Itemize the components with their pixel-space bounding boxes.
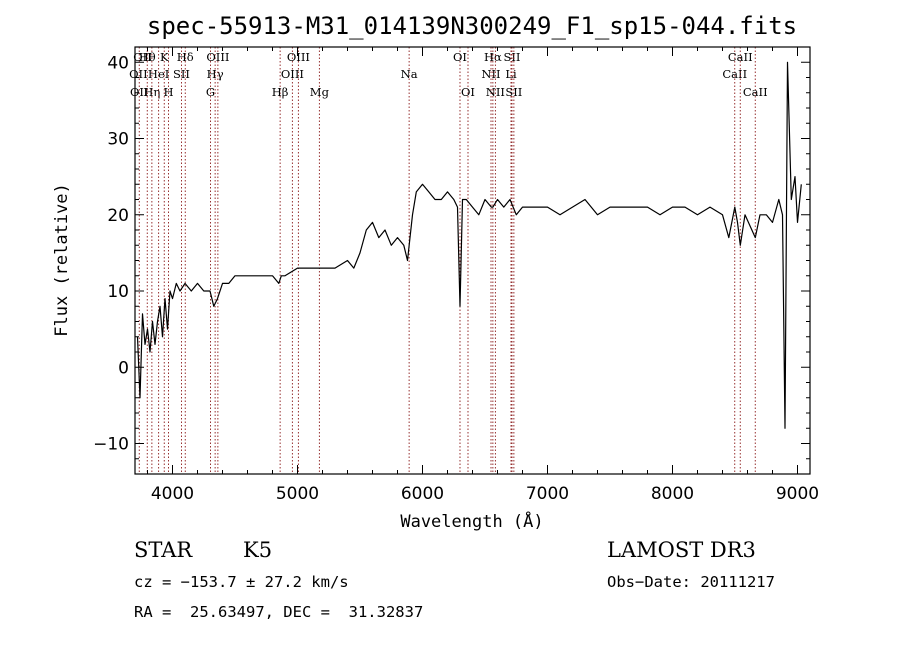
y-tick-label: 0	[118, 358, 129, 378]
y-axis-label: Flux (relative)	[52, 183, 72, 337]
line-label: OII	[129, 67, 148, 81]
line-label: G	[206, 85, 215, 99]
y-tick-label: 40	[107, 53, 129, 73]
line-label: SII	[504, 50, 521, 64]
line-label: SII	[505, 85, 522, 99]
line-label: Hθ	[139, 50, 156, 64]
y-tick-label: 20	[107, 206, 129, 226]
line-label: NII	[481, 67, 500, 81]
line-label: Hβ	[272, 85, 289, 99]
line-label: H	[163, 85, 173, 99]
redshift-velocity: cz = −153.7 ± 27.2 km/s	[134, 573, 349, 591]
line-label: CaII	[743, 85, 768, 99]
line-label: OII	[133, 50, 152, 64]
object-class: STAR	[134, 538, 193, 562]
line-label: SII	[173, 67, 190, 81]
x-tick-label: 7000	[526, 484, 569, 504]
line-label: OIII	[206, 50, 229, 64]
chart-title: spec-55913-M31_014139N300249_F1_sp15-044…	[147, 12, 797, 40]
line-label: OIII	[287, 50, 310, 64]
y-tick-label: 10	[107, 282, 129, 302]
x-axis-ticks: 4000 5000 6000 7000 8000 9000	[147, 47, 819, 504]
spectrum-line	[136, 61, 802, 429]
line-label: Li	[505, 67, 517, 81]
x-tick-label: 9000	[776, 484, 819, 504]
survey-name: LAMOST DR3	[607, 538, 756, 562]
line-label: Hα	[484, 50, 502, 64]
line-label: CaII	[728, 50, 753, 64]
line-label: Na	[401, 67, 418, 81]
y-axis-ticks: −10 0 10 20 30 40	[93, 46, 810, 460]
x-axis-label: Wavelength (Å)	[400, 510, 543, 532]
y-tick-label: −10	[93, 435, 129, 455]
object-subclass: K5	[243, 538, 273, 562]
line-label: Hδ	[177, 50, 194, 64]
line-label: HeI	[148, 67, 169, 81]
line-label: OI	[453, 50, 467, 64]
coordinates: RA = 25.63497, DEC = 31.32837	[134, 603, 424, 621]
plot-frame	[134, 46, 811, 475]
x-tick-label: 6000	[401, 484, 444, 504]
line-label: Hγ	[207, 67, 224, 81]
spectral-line-markers: OIIHθHηHeIKHSIIHδGHγOIIIHβOIIIOIIIMgNaOI…	[129, 47, 768, 474]
x-tick-label: 4000	[151, 484, 194, 504]
x-tick-label: 8000	[651, 484, 694, 504]
line-label: OIII	[281, 67, 304, 81]
line-label: Hη	[143, 85, 160, 99]
y-tick-label: 30	[107, 130, 129, 150]
line-label: CaII	[722, 67, 747, 81]
observation-date: Obs−Date: 20111217	[607, 573, 775, 591]
line-label: OI	[461, 85, 475, 99]
line-label: Mg	[310, 85, 330, 99]
x-tick-label: 5000	[276, 484, 319, 504]
line-label: NII	[486, 85, 505, 99]
line-label: K	[160, 50, 169, 64]
